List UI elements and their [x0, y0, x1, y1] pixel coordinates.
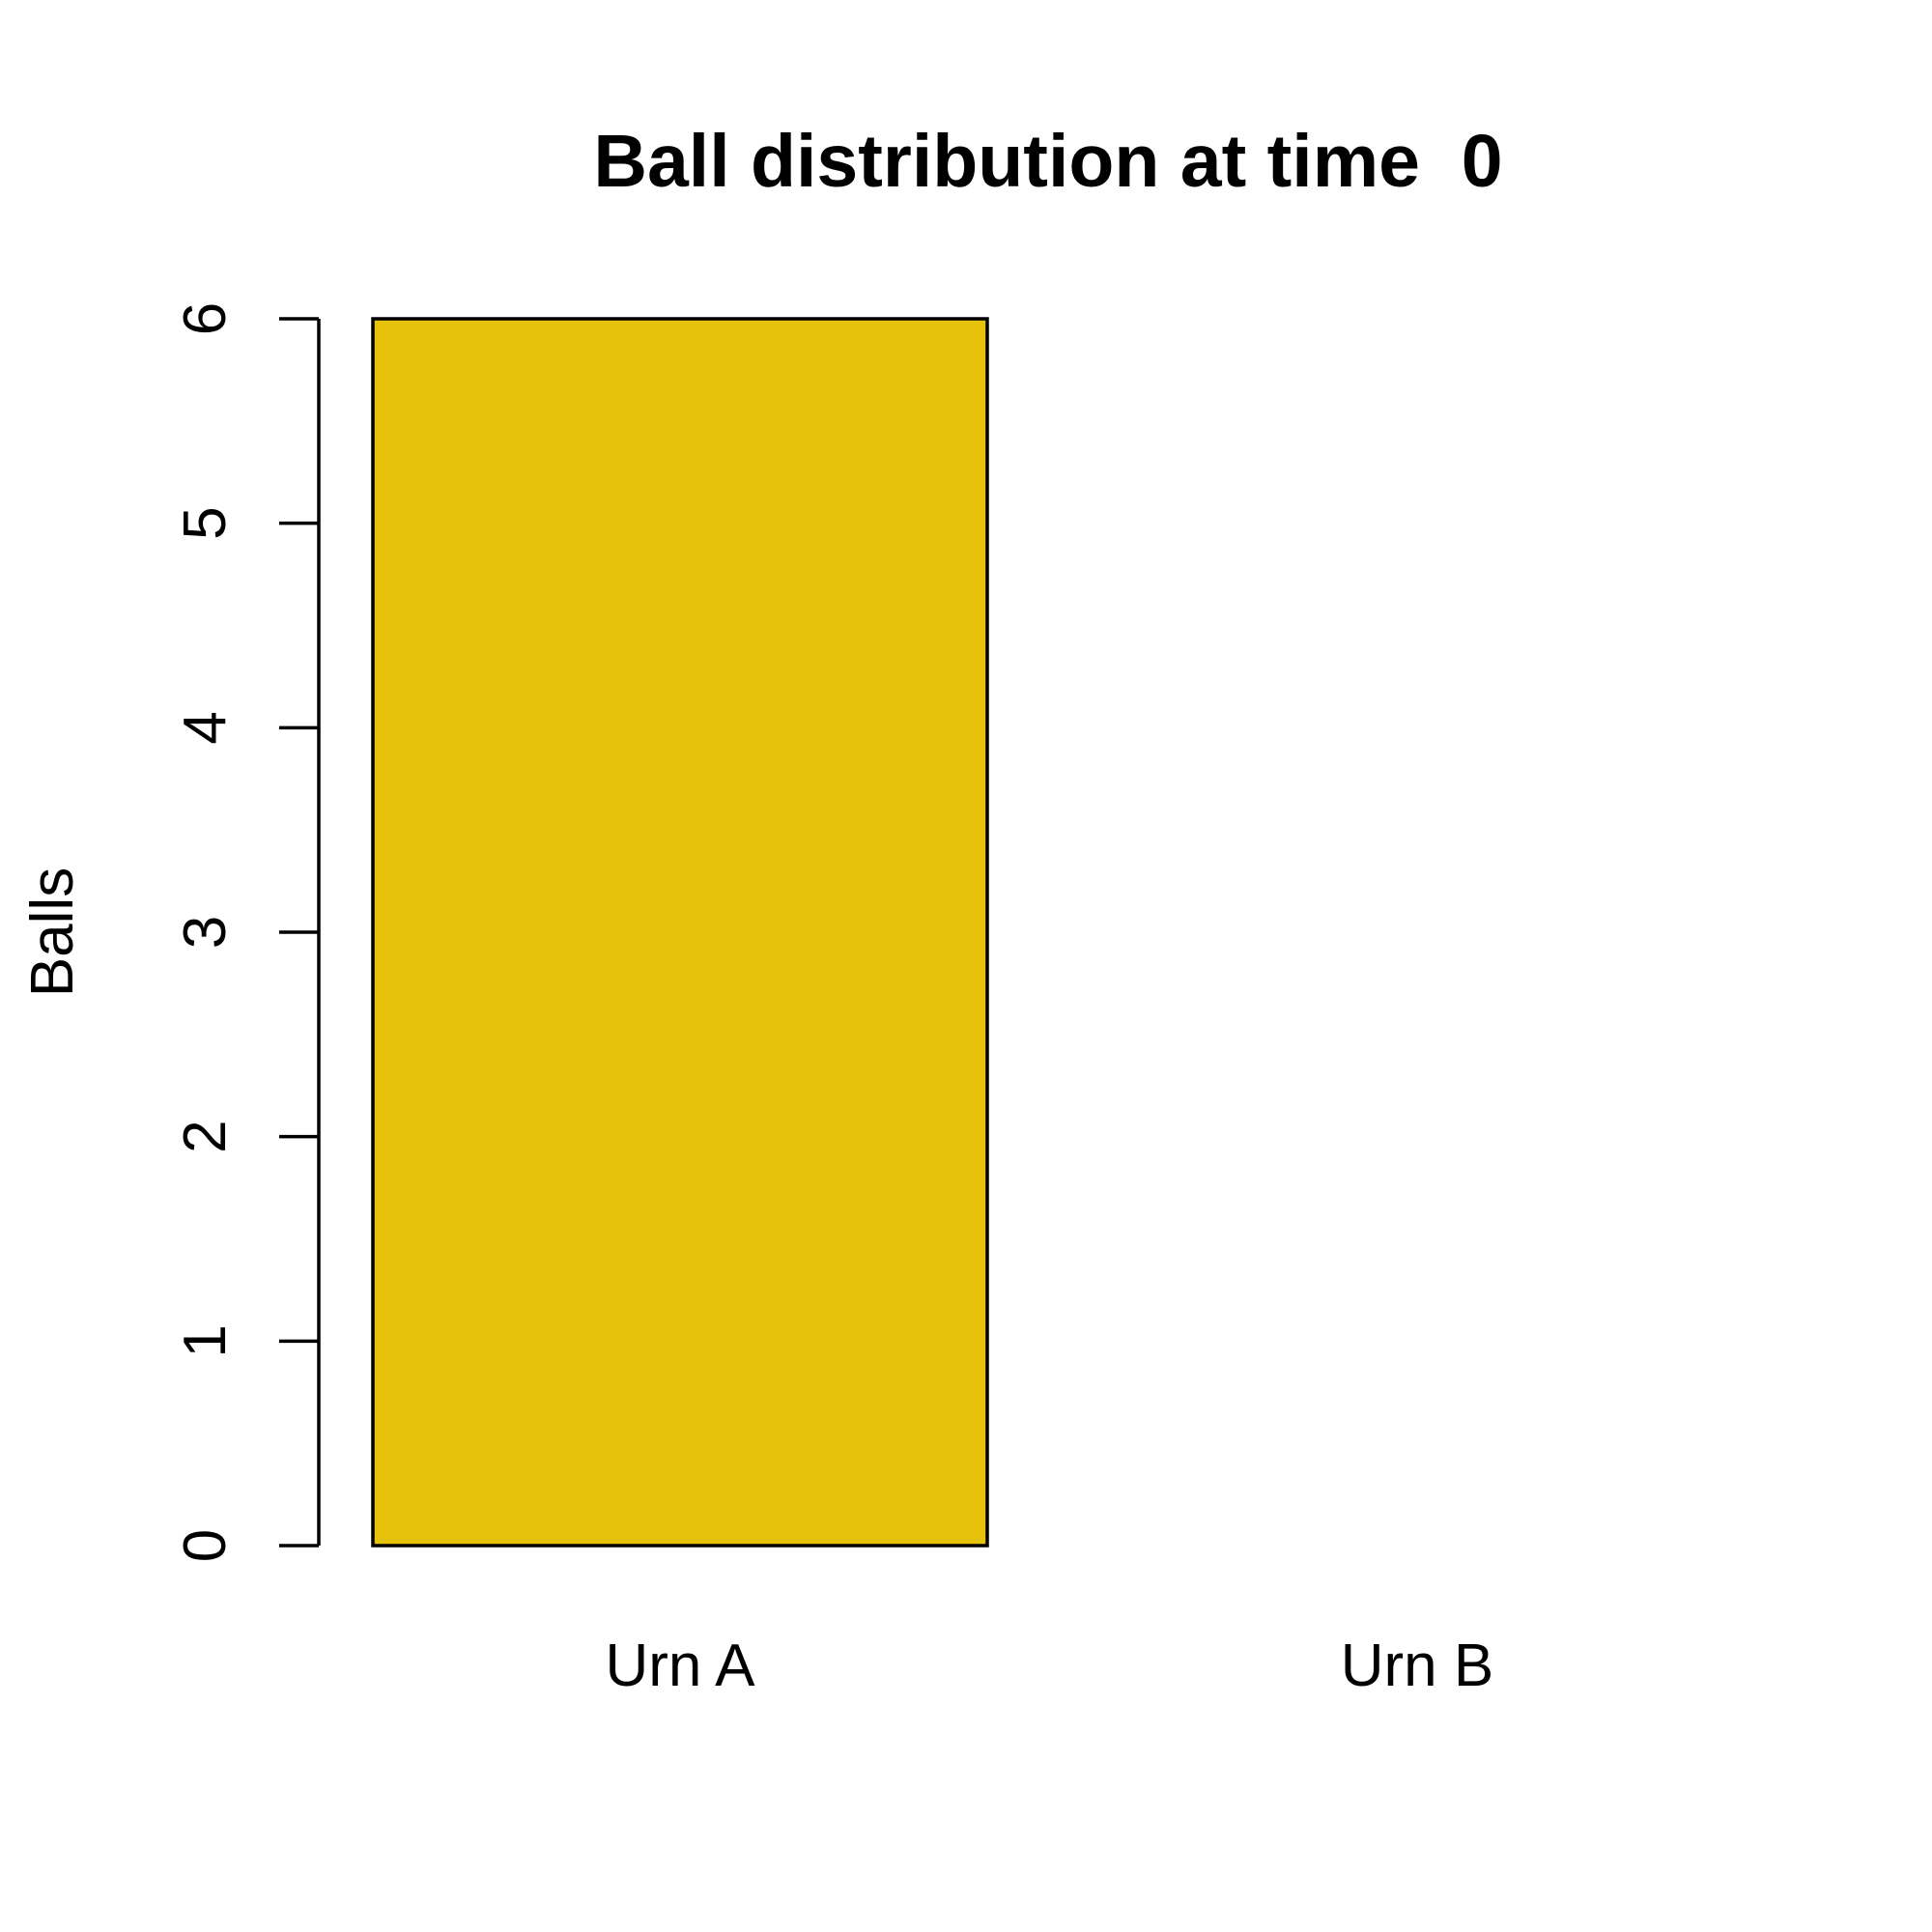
- y-axis: 0 1 2 3 4 5 6: [172, 302, 321, 1562]
- y-tick-label: 6: [172, 302, 239, 335]
- bar: [371, 317, 989, 1548]
- y-tick-label: 0: [172, 1529, 239, 1562]
- y-tick-label: 5: [172, 506, 239, 539]
- x-axis-labels: Urn A Urn B: [605, 1633, 1493, 1699]
- y-tick-label: 3: [172, 916, 239, 949]
- y-tick-label: 2: [172, 1120, 239, 1152]
- y-tick-label: 1: [172, 1324, 239, 1357]
- bars: [371, 317, 989, 1548]
- x-tick-label: Urn B: [1341, 1633, 1493, 1699]
- chart-title: Ball distribution at time 0: [593, 120, 1502, 203]
- y-axis-label: Balls: [19, 867, 86, 997]
- x-tick-label: Urn A: [605, 1633, 755, 1699]
- y-tick-label: 4: [172, 711, 239, 744]
